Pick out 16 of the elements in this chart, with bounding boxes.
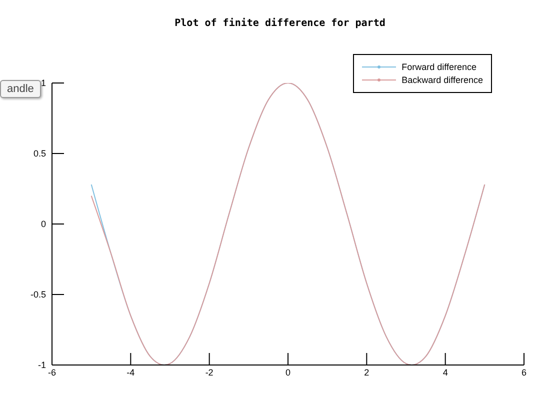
chart-title: Plot of finite difference for partd — [174, 18, 386, 29]
x-tick-label: -4 — [126, 367, 135, 378]
y-tick-label: 0 — [40, 219, 46, 230]
x-tick-label: -6 — [48, 367, 56, 378]
y-tick-label: -0.5 — [30, 290, 46, 300]
x-tick-label: 0 — [285, 367, 291, 378]
y-tick-label: -1 — [38, 360, 46, 370]
x-tick-label: -2 — [205, 367, 214, 378]
legend-label: Backward difference — [402, 75, 483, 85]
y-tick-label: 0.5 — [33, 148, 46, 159]
x-tick-label: 6 — [521, 367, 527, 378]
x-tick-label: 2 — [364, 367, 370, 378]
y-tick-label: 1 — [40, 78, 46, 88]
x-tick-label: 4 — [442, 367, 448, 378]
legend-label: Forward difference — [402, 62, 476, 72]
button: andle — [0, 80, 41, 98]
